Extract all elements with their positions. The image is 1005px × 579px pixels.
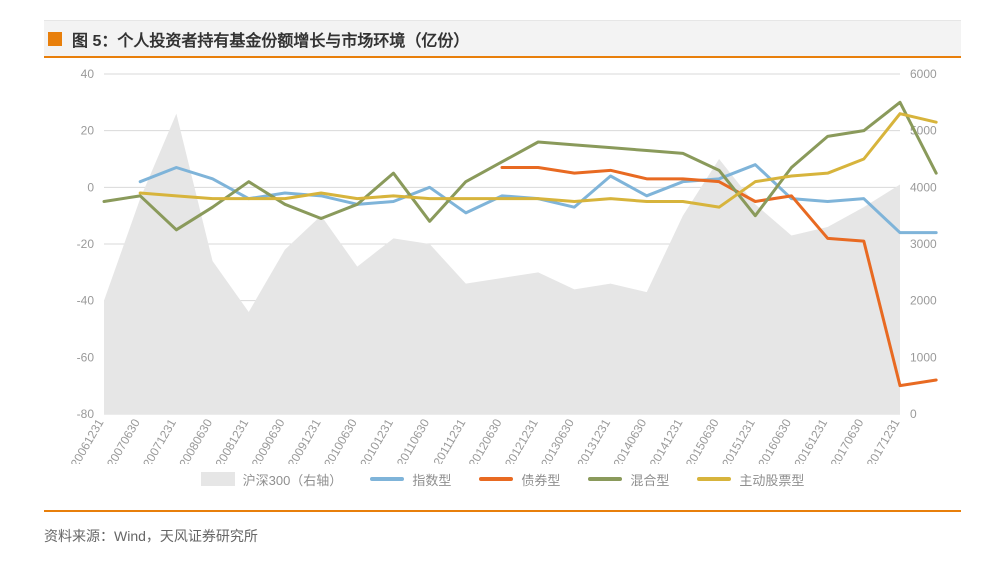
figure-title-bar: 图 5：个人投资者持有基金份额增长与市场环境（亿份） bbox=[44, 20, 961, 56]
svg-text:20100630: 20100630 bbox=[321, 416, 360, 464]
svg-text:20071231: 20071231 bbox=[140, 416, 179, 464]
svg-text:-60: -60 bbox=[77, 350, 95, 364]
legend-swatch-area bbox=[201, 472, 235, 486]
svg-text:20110630: 20110630 bbox=[394, 416, 433, 464]
legend-item-0: 指数型 bbox=[370, 470, 451, 489]
svg-text:1000: 1000 bbox=[910, 350, 937, 364]
page: 图 5：个人投资者持有基金份额增长与市场环境（亿份） -80 -60 -40 -20 0… bbox=[0, 0, 1005, 579]
svg-text:20171231: 20171231 bbox=[864, 416, 903, 464]
svg-text:20121231: 20121231 bbox=[502, 416, 541, 464]
svg-text:20111231: 20111231 bbox=[430, 416, 468, 464]
legend-swatch-0 bbox=[370, 477, 404, 481]
source-label: 资料来源：Wind，天风证券研究所 bbox=[44, 526, 961, 546]
legend-label-1: 债券型 bbox=[521, 470, 560, 489]
legend-label-3: 主动股票型 bbox=[739, 470, 804, 489]
figure-caption-text: 个人投资者持有基金份额增长与市场环境（亿份） bbox=[117, 33, 469, 50]
chart-area: -80-60-40-200204001000200030004000500060… bbox=[44, 64, 961, 504]
svg-text:20141231: 20141231 bbox=[647, 416, 686, 464]
svg-text:20130630: 20130630 bbox=[538, 416, 577, 464]
svg-text:20150630: 20150630 bbox=[683, 416, 722, 464]
legend-item-1: 债券型 bbox=[479, 470, 560, 489]
svg-text:0: 0 bbox=[910, 407, 917, 421]
svg-text:20091231: 20091231 bbox=[285, 416, 324, 464]
legend-label-2: 混合型 bbox=[630, 470, 669, 489]
legend-item-2: 混合型 bbox=[588, 470, 669, 489]
svg-text:-40: -40 bbox=[77, 294, 95, 308]
legend-swatch-3 bbox=[697, 477, 731, 481]
svg-text:-20: -20 bbox=[77, 237, 95, 251]
svg-text:6000: 6000 bbox=[910, 67, 937, 81]
chart-legend: 沪深300（右轴） 指数型 债券型 混合型 主动股票型 bbox=[44, 464, 961, 494]
svg-text:0: 0 bbox=[87, 180, 94, 194]
svg-text:20120630: 20120630 bbox=[466, 416, 505, 464]
svg-text:20061231: 20061231 bbox=[68, 416, 107, 464]
svg-text:20161231: 20161231 bbox=[791, 416, 830, 464]
svg-text:20170630: 20170630 bbox=[828, 416, 867, 464]
legend-label-0: 指数型 bbox=[412, 470, 451, 489]
legend-item-3: 主动股票型 bbox=[697, 470, 804, 489]
svg-text:20101231: 20101231 bbox=[357, 416, 396, 464]
svg-text:20140630: 20140630 bbox=[611, 416, 650, 464]
svg-text:20090630: 20090630 bbox=[249, 416, 288, 464]
legend-swatch-2 bbox=[588, 477, 622, 481]
title-accent-square bbox=[48, 32, 62, 46]
svg-text:20080630: 20080630 bbox=[176, 416, 215, 464]
figure-caption-prefix: 图 5： bbox=[72, 33, 117, 50]
svg-text:20: 20 bbox=[81, 124, 95, 138]
chart-svg: -80-60-40-200204001000200030004000500060… bbox=[44, 64, 960, 464]
svg-text:2000: 2000 bbox=[910, 294, 937, 308]
legend-label-area: 沪深300（右轴） bbox=[243, 470, 343, 489]
legend-swatch-1 bbox=[479, 477, 513, 481]
svg-text:40: 40 bbox=[81, 67, 95, 81]
svg-text:3000: 3000 bbox=[910, 237, 937, 251]
svg-text:20131231: 20131231 bbox=[574, 416, 613, 464]
legend-item-area: 沪深300（右轴） bbox=[201, 470, 343, 489]
svg-text:20160630: 20160630 bbox=[755, 416, 794, 464]
title-underline bbox=[44, 56, 961, 58]
svg-text:-80: -80 bbox=[77, 407, 95, 421]
svg-text:20151231: 20151231 bbox=[719, 416, 758, 464]
svg-text:20070630: 20070630 bbox=[104, 416, 143, 464]
svg-text:20081231: 20081231 bbox=[213, 416, 252, 464]
svg-text:4000: 4000 bbox=[910, 180, 937, 194]
figure-title: 图 5：个人投资者持有基金份额增长与市场环境（亿份） bbox=[72, 27, 469, 51]
footer-underline bbox=[44, 510, 961, 512]
